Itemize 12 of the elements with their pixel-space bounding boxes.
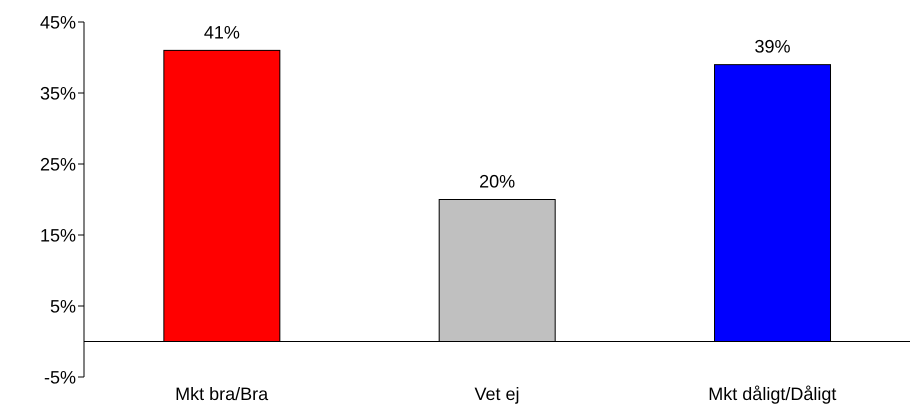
y-tick-label: -5% [44, 367, 76, 388]
data-label: 39% [754, 36, 791, 57]
y-tick-label: 15% [40, 225, 76, 246]
x-tick-label: Vet ej [474, 384, 520, 404]
y-tick-label: 45% [40, 12, 76, 32]
y-tick-label: 35% [40, 83, 76, 104]
x-tick-label: Mkt bra/Bra [175, 384, 270, 404]
y-tick-label: 25% [40, 154, 76, 174]
data-label: 41% [204, 22, 240, 42]
y-tick-label: 5% [50, 296, 76, 316]
data-label: 20% [479, 172, 516, 192]
x-tick-label: Mkt dåligt/Dåligt [708, 384, 836, 404]
